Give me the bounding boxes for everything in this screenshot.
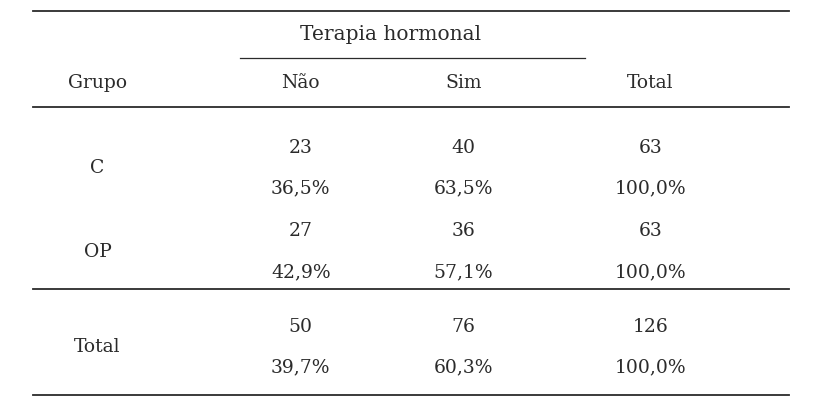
Text: 63: 63 xyxy=(638,222,663,240)
Text: 50: 50 xyxy=(289,317,313,335)
Text: 126: 126 xyxy=(633,317,668,335)
Text: 63,5%: 63,5% xyxy=(433,179,493,197)
Text: 60,3%: 60,3% xyxy=(433,358,493,375)
Text: 100,0%: 100,0% xyxy=(615,262,686,280)
Text: 63: 63 xyxy=(638,139,663,157)
Text: 76: 76 xyxy=(451,317,476,335)
Text: 42,9%: 42,9% xyxy=(271,262,331,280)
Text: Grupo: Grupo xyxy=(68,74,127,92)
Text: 27: 27 xyxy=(289,222,313,240)
Text: 36: 36 xyxy=(451,222,476,240)
Text: 23: 23 xyxy=(289,139,313,157)
Text: Total: Total xyxy=(627,74,674,92)
Text: 40: 40 xyxy=(451,139,476,157)
Text: Sim: Sim xyxy=(446,74,481,92)
Text: OP: OP xyxy=(84,242,111,260)
Text: 36,5%: 36,5% xyxy=(271,179,331,197)
Text: 100,0%: 100,0% xyxy=(615,358,686,375)
Text: 57,1%: 57,1% xyxy=(433,262,493,280)
Text: C: C xyxy=(90,159,105,177)
Text: Não: Não xyxy=(281,74,320,92)
Text: Terapia hormonal: Terapia hormonal xyxy=(300,25,480,44)
Text: Total: Total xyxy=(74,337,121,355)
Text: 39,7%: 39,7% xyxy=(271,358,331,375)
Text: 100,0%: 100,0% xyxy=(615,179,686,197)
